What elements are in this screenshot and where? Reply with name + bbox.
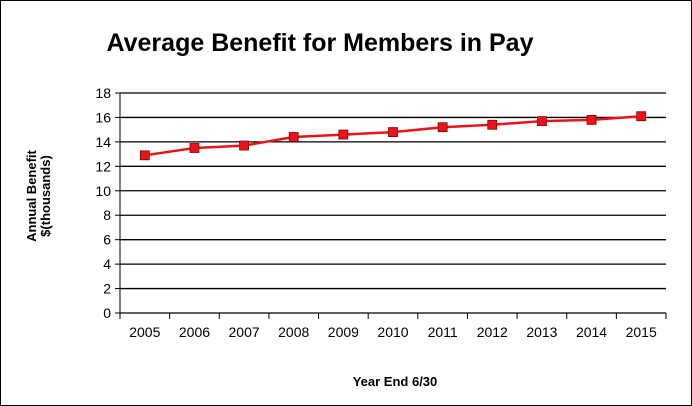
y-tick-label: 6 xyxy=(103,232,111,248)
x-tick-label: 2009 xyxy=(328,324,359,340)
x-tick-label: 2005 xyxy=(129,324,160,340)
data-point-2007 xyxy=(239,140,249,151)
x-tick-label: 2012 xyxy=(477,324,508,340)
data-point-2014 xyxy=(586,114,597,125)
data-point-2009 xyxy=(338,129,349,140)
y-tick-label: 2 xyxy=(103,281,111,297)
x-tick-label: 2006 xyxy=(179,324,210,340)
x-tick-label: 2015 xyxy=(626,324,657,340)
x-tick-label: 2011 xyxy=(428,324,458,340)
y-axis-title-line-2: $(thousands) xyxy=(38,155,53,237)
x-tick-label: 2007 xyxy=(229,324,260,340)
x-tick-label: 2008 xyxy=(278,324,309,340)
x-axis-ticks: 2005 2006 2007 2008 2009 2010 2011 2012 2013 2014… xyxy=(119,313,667,340)
y-axis-title: Annual Benefit $(thousands) xyxy=(24,149,53,241)
data-point-2008 xyxy=(288,132,299,142)
data-point-2013 xyxy=(537,116,547,127)
data-point-2012 xyxy=(487,119,498,130)
y-tick-label: 12 xyxy=(95,158,111,174)
x-tick-label: 2010 xyxy=(377,324,408,340)
data-point-2005 xyxy=(139,150,150,161)
data-point-2011 xyxy=(437,122,448,133)
data-point-2006 xyxy=(189,143,200,153)
x-axis-title: Year End 6/30 xyxy=(353,374,438,389)
series xyxy=(139,111,647,161)
y-axis-title-line-1: Annual Benefit xyxy=(24,149,39,241)
y-axis-ticks: 0 2 4 6 8 10 12 14 16 18 xyxy=(95,85,120,321)
y-tick-label: 16 xyxy=(95,109,111,125)
axes xyxy=(119,93,666,314)
y-tick-label: 4 xyxy=(103,256,111,272)
y-tick-label: 8 xyxy=(103,207,111,223)
y-tick-label: 0 xyxy=(103,305,111,321)
gridlines xyxy=(120,92,666,290)
data-point-2010 xyxy=(388,127,398,138)
data-point-2015 xyxy=(636,111,647,122)
y-tick-label: 14 xyxy=(95,134,111,150)
y-tick-label: 10 xyxy=(95,183,111,199)
chart-title: Average Benefit for Members in Pay xyxy=(107,29,534,57)
x-tick-label: 2013 xyxy=(526,324,557,340)
x-tick-label: 2014 xyxy=(576,324,607,340)
y-tick-label: 18 xyxy=(95,85,111,101)
